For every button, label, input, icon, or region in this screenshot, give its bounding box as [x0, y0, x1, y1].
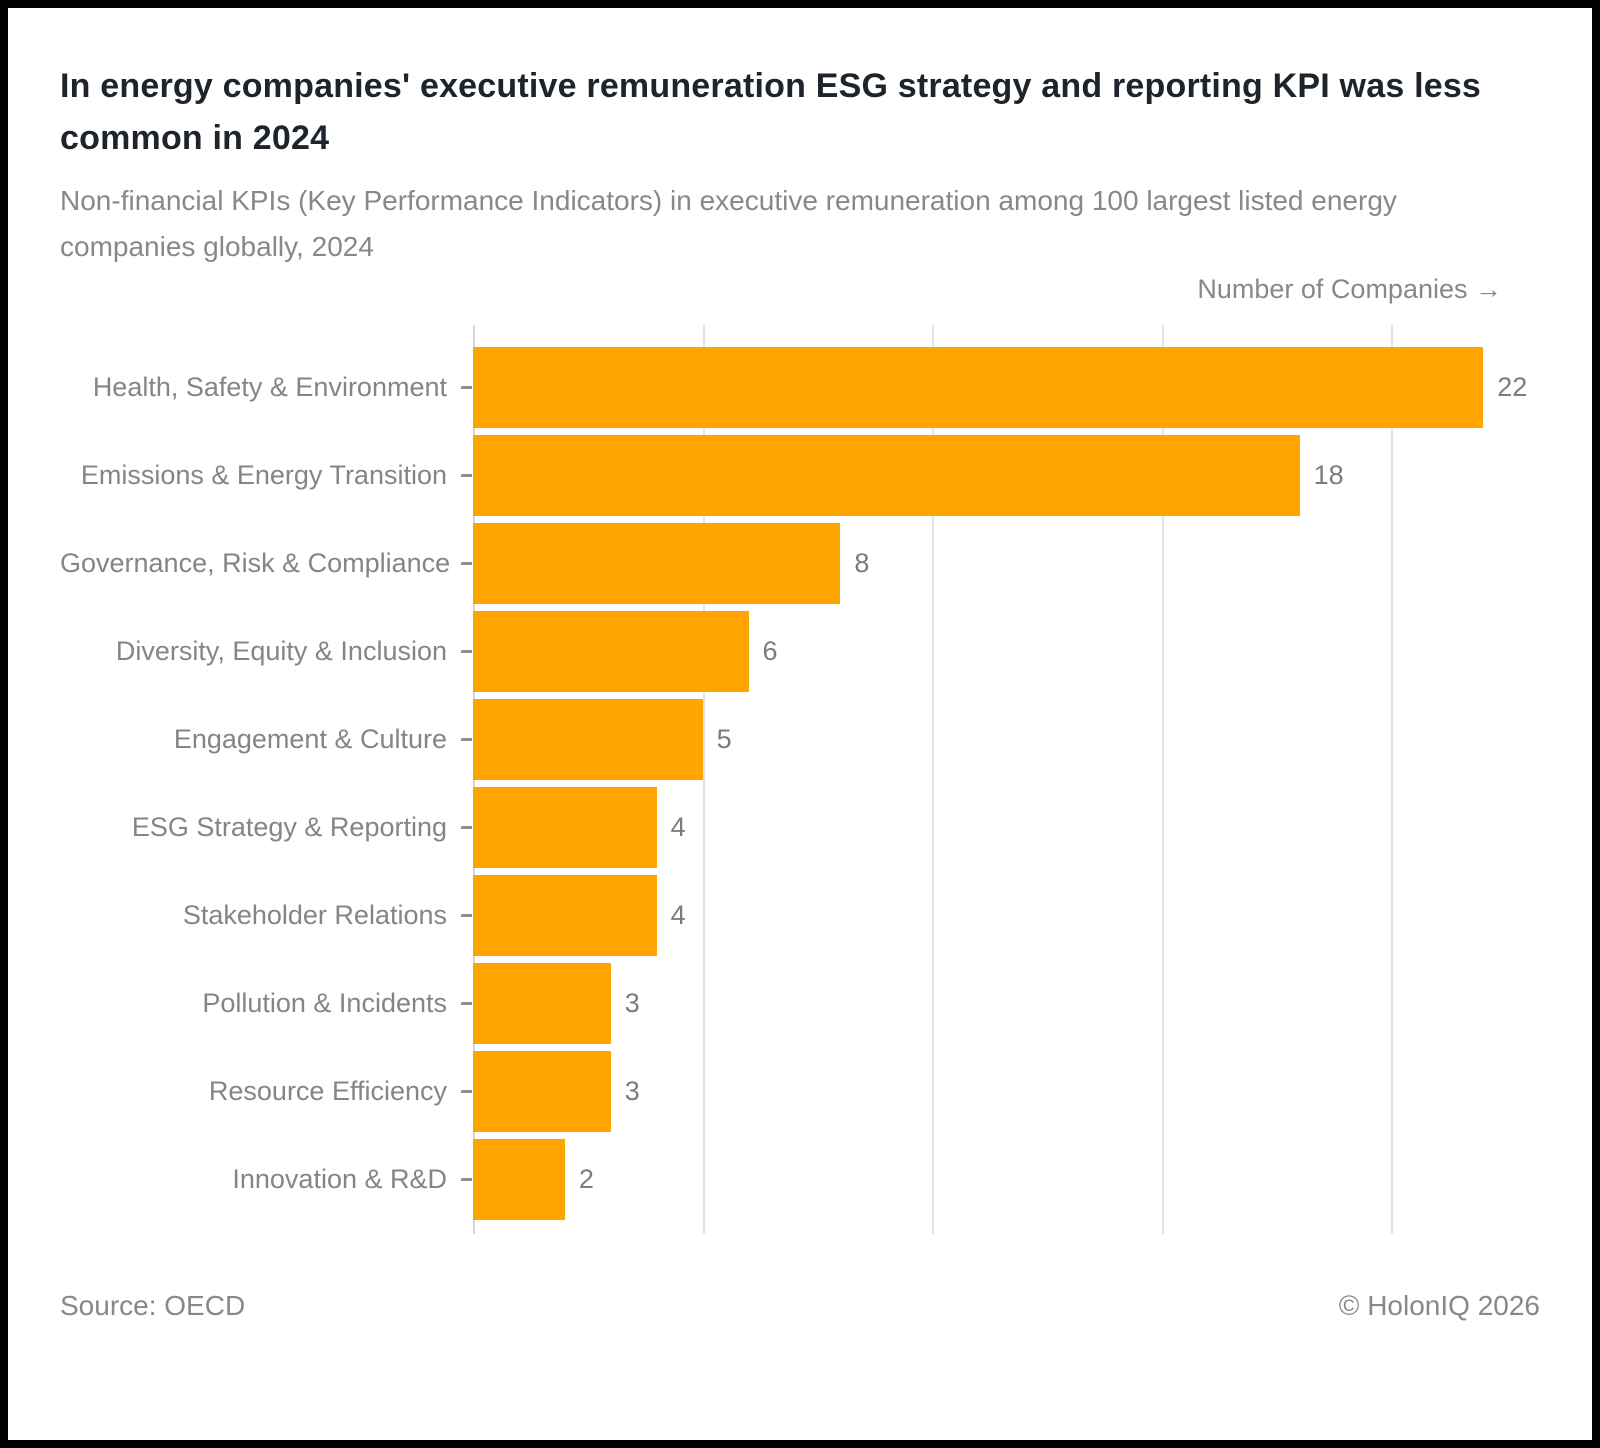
x-axis-caption: Number of Companies → [1197, 274, 1502, 304]
category-tick-mark [461, 737, 472, 741]
category-label: Emissions & Energy Transition [80, 459, 447, 490]
category-label: Diversity, Equity & Inclusion [115, 635, 447, 666]
bar-cell: 4 [473, 783, 1520, 871]
bar [473, 786, 657, 868]
category-tick [461, 913, 473, 917]
category-label: Health, Safety & Environment [92, 371, 447, 402]
value-label: 4 [670, 899, 686, 930]
chart-subtitle: Non-financial KPIs (Key Performance Indi… [60, 185, 1397, 262]
chart-title: In energy companies' executive remunerat… [60, 67, 1482, 157]
source-note: Source: OECD [60, 1290, 246, 1321]
value-label: 22 [1497, 371, 1528, 402]
bar [473, 522, 841, 604]
value-label: 2 [578, 1163, 594, 1194]
bar-cell: 4 [473, 871, 1520, 959]
category-tick-mark [461, 561, 472, 565]
value-label: 4 [670, 811, 686, 842]
bar [473, 874, 657, 956]
bar-cell: 5 [473, 695, 1520, 783]
bar-cell: 6 [473, 607, 1520, 695]
category-label: Pollution & Incidents [202, 987, 447, 1018]
x-gridline [932, 325, 935, 1234]
bar-cell: 8 [473, 519, 1520, 607]
bar-row: Pollution & Incidents 3 [60, 959, 1520, 1047]
bar-row: Stakeholder Relations 4 [60, 871, 1520, 959]
category-label: Resource Efficiency [208, 1075, 447, 1106]
bar-cell: 22 [473, 343, 1527, 431]
bar-row: Health, Safety & Environment 22 [60, 343, 1527, 431]
category-label: Innovation & R&D [232, 1163, 447, 1194]
value-label: 8 [854, 547, 870, 578]
gridline-layer [473, 325, 1520, 1234]
bar-row: Innovation & R&D 2 [60, 1135, 1520, 1223]
bar-cell: 18 [473, 431, 1520, 519]
category-tick [461, 1001, 473, 1005]
bar [473, 698, 703, 780]
category-tick-mark [461, 385, 472, 389]
category-tick [461, 649, 473, 653]
x-gridline [702, 325, 705, 1234]
category-tick [461, 1089, 473, 1093]
category-tick-mark [461, 825, 472, 829]
category-tick-mark [461, 1177, 472, 1181]
category-tick [461, 825, 473, 829]
y-axis-line [473, 325, 475, 1234]
category-tick [461, 1177, 473, 1181]
category-tick-mark [461, 649, 472, 653]
category-label: Governance, Risk & Compliance [60, 547, 451, 578]
category-tick-mark [461, 1001, 472, 1005]
bar-cell: 2 [473, 1135, 1520, 1223]
value-label: 6 [762, 635, 778, 666]
value-label: 3 [624, 1075, 640, 1106]
bar-row: Engagement & Culture 5 [60, 695, 1520, 783]
bar [473, 610, 749, 692]
bar [473, 346, 1484, 428]
copyright-note: © HolonIQ 2026 [1338, 1290, 1540, 1321]
category-tick-mark [461, 1089, 472, 1093]
bar [473, 1050, 611, 1132]
bar-rows: Health, Safety & Environment 22 Emissions … [60, 343, 1527, 1223]
bar-row: ESG Strategy & Reporting 4 [60, 783, 1520, 871]
bar [473, 1138, 565, 1220]
chart-footer: Source: OECD © HolonIQ 2026 [60, 1290, 1540, 1322]
bar-cell: 3 [473, 1047, 1520, 1135]
value-label: 3 [624, 987, 640, 1018]
bar-row: Governance, Risk & Compliance 8 [60, 519, 1520, 607]
category-tick [461, 737, 473, 741]
category-label: ESG Strategy & Reporting [131, 811, 447, 842]
x-gridline [1161, 325, 1164, 1234]
bar-row: Resource Efficiency 3 [60, 1047, 1520, 1135]
value-label: 18 [1313, 459, 1344, 490]
category-label: Stakeholder Relations [182, 899, 447, 930]
category-tick [461, 473, 473, 477]
value-label: 5 [716, 723, 732, 754]
bar-row: Diversity, Equity & Inclusion 6 [60, 607, 1520, 695]
bar-row: Emissions & Energy Transition 18 [60, 431, 1520, 519]
bar [473, 962, 611, 1044]
bar-chart: Health, Safety & Environment 22 Emissions … [60, 325, 1527, 1234]
category-label: Engagement & Culture [173, 723, 447, 754]
category-tick [461, 561, 473, 565]
x-gridline [1391, 325, 1394, 1234]
bar-cell: 3 [473, 959, 1520, 1047]
category-tick [461, 385, 473, 389]
category-tick-mark [461, 913, 472, 917]
bar [473, 434, 1300, 516]
category-tick-mark [461, 473, 472, 477]
